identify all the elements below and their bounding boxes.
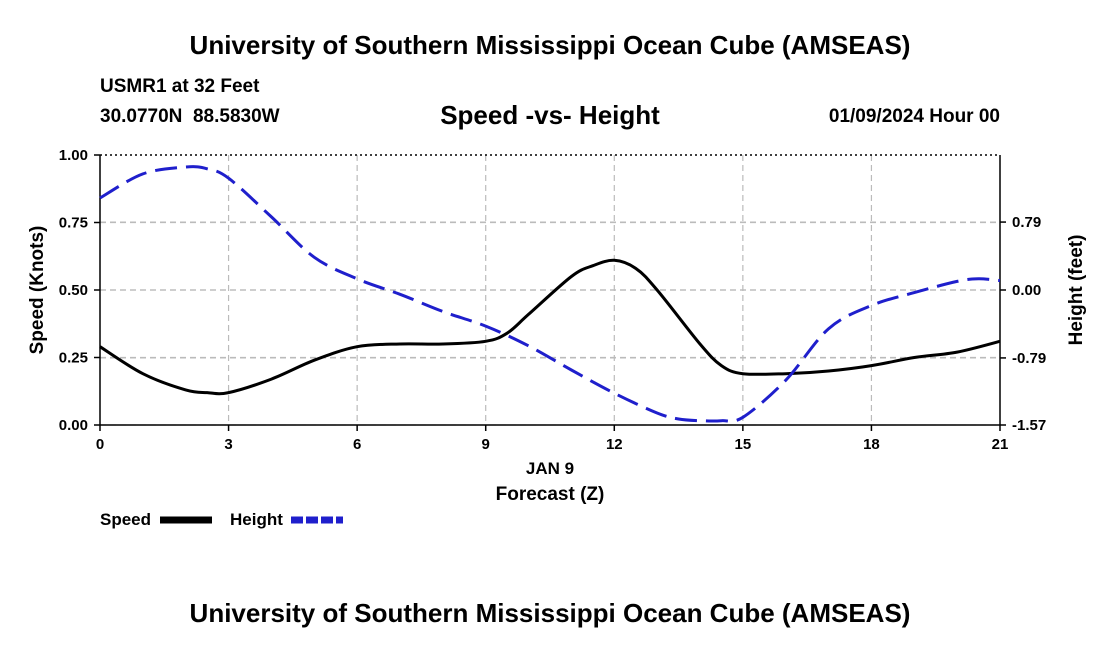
y-left-tick-label: 0.75 xyxy=(59,215,88,232)
labels-layer: JAN 9 Forecast (Z) Speed (Knots) Height … xyxy=(27,226,1087,505)
axes-layer: 0 3 6 9 12 15 18 21 0.00 0.25 0.50 0.75 1.00 -1.57 -0.… xyxy=(59,147,1046,453)
legend: Speed Height xyxy=(100,510,343,529)
grid-layer xyxy=(100,155,1000,426)
y-axis-left-label: Speed (Knots) xyxy=(27,226,48,355)
speed-series-line xyxy=(99,258,1001,396)
x-tick-label: 18 xyxy=(863,436,880,453)
x-tick-label: 15 xyxy=(735,436,752,453)
chart-subtitle: Speed -vs- Height xyxy=(440,100,660,130)
forecast-datetime: 01/09/2024 Hour 00 xyxy=(828,106,1000,127)
y-left-tick-label: 0.50 xyxy=(59,282,88,299)
series-layer xyxy=(99,165,1001,423)
x-axis-date-label: JAN 9 xyxy=(526,459,574,478)
x-tick-label: 6 xyxy=(353,436,361,453)
y-right-tick-label: 0.79 xyxy=(1012,214,1041,231)
x-tick-label: 12 xyxy=(606,436,623,453)
coordinates-label: 30.0770N 88.5830W xyxy=(100,106,280,127)
legend-height-label: Height xyxy=(230,510,283,529)
y-left-tick-label: 0.25 xyxy=(59,350,88,367)
footer-title: University of Southern Mississippi Ocean… xyxy=(189,598,911,628)
x-tick-label: 9 xyxy=(482,436,490,453)
y-axis-right-label: Height (feet) xyxy=(1066,235,1087,346)
y-right-tick-label: -0.79 xyxy=(1012,350,1046,367)
x-tick-label: 0 xyxy=(96,436,104,453)
y-right-tick-label: 0.00 xyxy=(1012,282,1041,299)
x-axis-label: Forecast (Z) xyxy=(496,484,605,505)
height-series-line xyxy=(99,165,1001,423)
legend-speed-label: Speed xyxy=(100,510,151,529)
x-tick-label: 21 xyxy=(992,436,1009,453)
station-label: USMR1 at 32 Feet xyxy=(100,76,260,97)
y-left-tick-label: 0.00 xyxy=(59,417,88,434)
y-right-tick-label: -1.57 xyxy=(1012,417,1046,434)
x-tick-label: 3 xyxy=(224,436,232,453)
chart-main-title: University of Southern Mississippi Ocean… xyxy=(189,30,911,60)
y-left-tick-label: 1.00 xyxy=(59,147,88,164)
